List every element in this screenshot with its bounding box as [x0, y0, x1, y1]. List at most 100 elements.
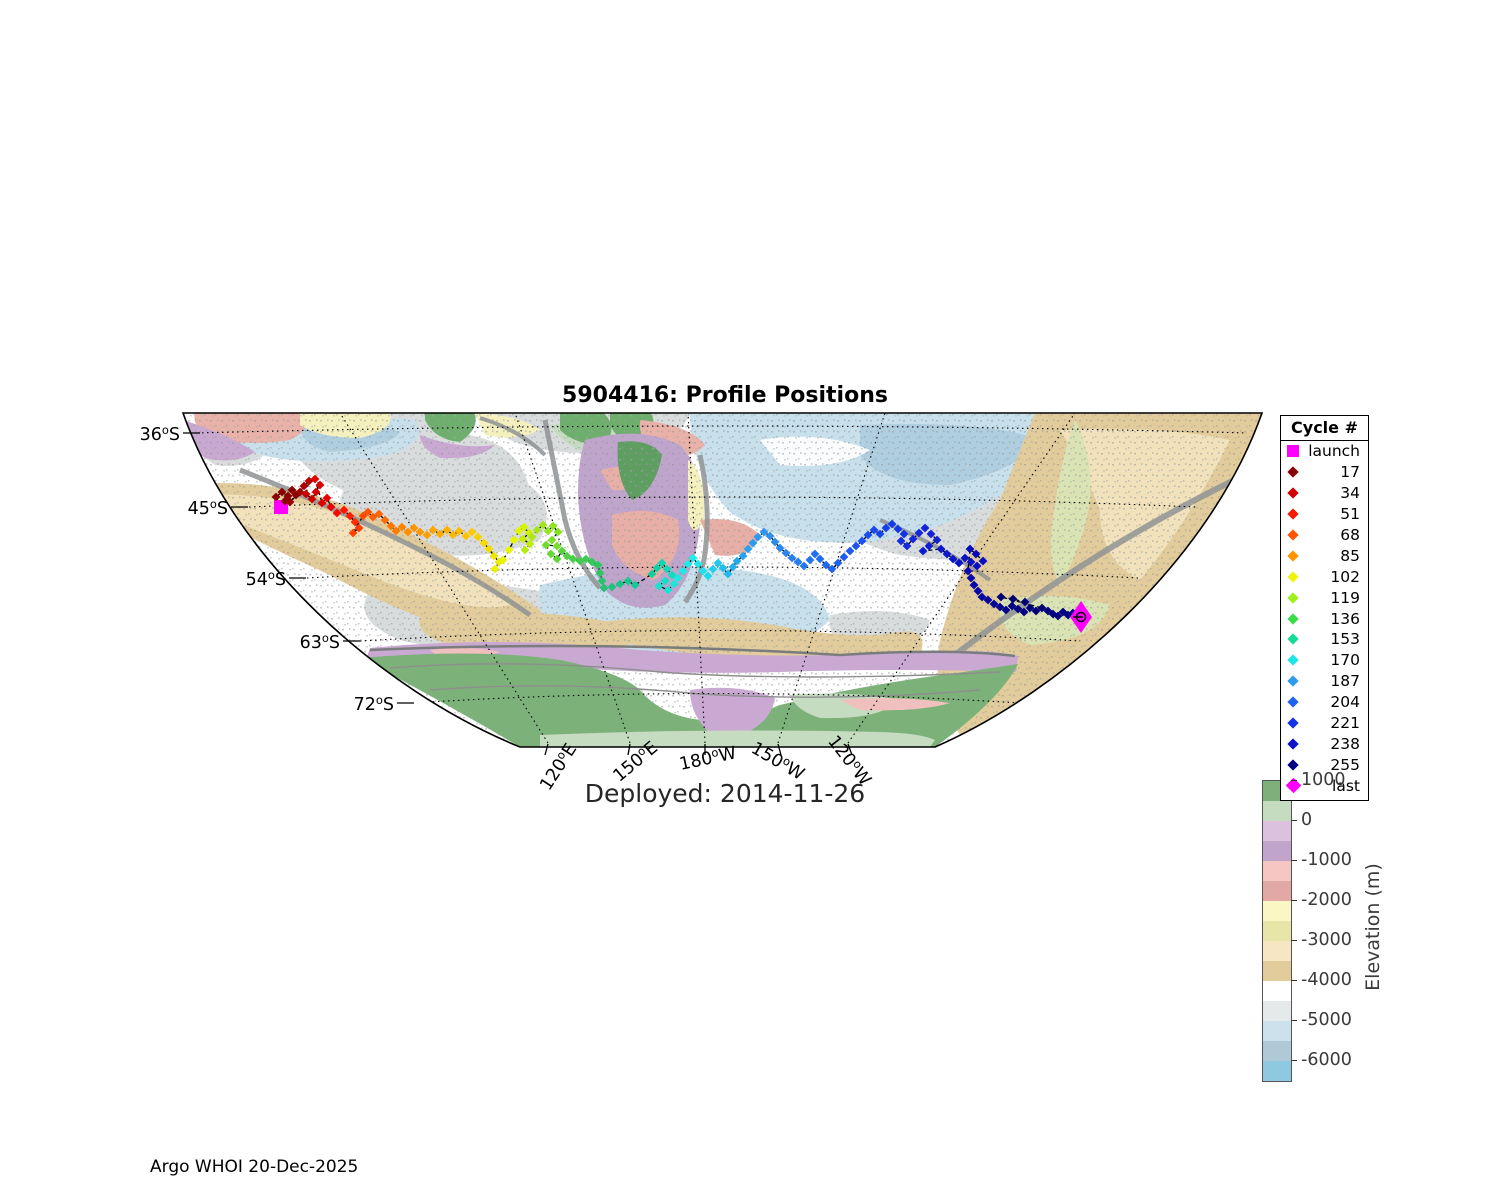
profile-marker: [442, 525, 452, 535]
profile-marker: [718, 563, 728, 573]
profile-marker: [498, 555, 508, 565]
legend-entry: 17: [1281, 462, 1368, 483]
profile-marker: [409, 523, 419, 533]
profile-marker: [663, 585, 673, 595]
profile-marker: [348, 528, 358, 538]
profile-marker: [926, 529, 936, 539]
profile-marker: [291, 490, 301, 500]
profile-marker: [473, 532, 483, 542]
colorbar-ticklabel: 0: [1301, 810, 1313, 830]
profile-marker: [546, 549, 556, 559]
legend-entry: 34: [1281, 483, 1368, 504]
profile-marker: [532, 525, 542, 535]
profile-marker: [693, 559, 703, 569]
legend-label: 34: [1340, 484, 1360, 503]
profile-marker: [519, 522, 529, 532]
profile-marker: [899, 529, 909, 539]
colorbar-ticklabel: 1000: [1301, 770, 1346, 790]
profile-marker: [960, 553, 970, 563]
profile-marker: [315, 480, 325, 490]
legend-title: Cycle #: [1291, 418, 1358, 437]
colorbar-segment: [1263, 1021, 1291, 1041]
profile-marker: [738, 551, 748, 561]
legend-separator: [1281, 440, 1368, 441]
profile-marker: [280, 496, 290, 506]
colorbar-tickmark: [1291, 859, 1297, 861]
profile-marker: [660, 576, 670, 586]
profile-marker: [311, 487, 321, 497]
legend-label: 17: [1340, 463, 1360, 482]
profile-marker: [657, 558, 667, 568]
profile-marker: [765, 531, 775, 541]
legend-marker-51: [1287, 508, 1299, 520]
legend-entry: 255: [1281, 754, 1368, 775]
profile-marker: [317, 498, 327, 508]
profile-marker: [936, 544, 946, 554]
profile-marker: [277, 487, 287, 497]
colorbar-segment: [1263, 1061, 1291, 1081]
profile-marker: [595, 568, 605, 578]
profile-marker: [688, 553, 698, 563]
profile-marker: [581, 554, 591, 564]
profile-marker: [422, 530, 432, 540]
profile-marker: [893, 524, 903, 534]
profile-marker: [954, 558, 964, 568]
profile-marker: [1001, 605, 1011, 615]
profile-marker: [547, 535, 557, 545]
map-bathymetry: [183, 413, 1262, 747]
profile-marker: [350, 517, 360, 527]
colorbar-tickmark: [1291, 899, 1297, 901]
figure-title: 5904416: Profile Positions: [562, 383, 888, 408]
profile-marker: [914, 528, 924, 538]
profile-marker: [963, 566, 973, 576]
profile-marker: [295, 487, 305, 497]
profile-marker: [996, 592, 1006, 602]
legend-marker-204: [1287, 696, 1299, 708]
profile-marker: [652, 563, 662, 573]
profile-marker: [354, 523, 364, 533]
profile-marker: [593, 560, 603, 570]
colorbar-segment: [1263, 801, 1291, 821]
profile-marker: [415, 527, 425, 537]
legend-marker-119: [1287, 592, 1299, 604]
profile-marker: [723, 569, 733, 579]
profile-marker: [461, 531, 471, 541]
profile-marker: [479, 538, 489, 548]
legend-marker-153: [1287, 633, 1299, 646]
profile-marker: [703, 571, 713, 581]
float-trajectory: [271, 474, 1092, 633]
profile-marker: [942, 549, 952, 559]
profile-marker: [748, 538, 758, 548]
profile-marker: [971, 549, 981, 559]
profile-marker: [775, 543, 785, 553]
legend-marker-221: [1287, 717, 1299, 729]
legend-entry: 85: [1281, 545, 1368, 566]
colorbar-segment: [1263, 941, 1291, 961]
colorbar-ticklabel: -1000: [1301, 850, 1352, 870]
profile-marker: [708, 564, 718, 574]
profile-marker: [1019, 607, 1029, 617]
axis-ticks: [183, 432, 853, 756]
profile-marker: [448, 530, 458, 540]
profile-marker: [1008, 594, 1018, 604]
profile-marker: [673, 573, 683, 583]
profile-marker: [983, 595, 993, 605]
profile-marker: [358, 511, 368, 521]
profile-marker: [875, 529, 885, 539]
colorbar-segment: [1263, 821, 1291, 841]
profile-marker: [630, 580, 640, 590]
legend-marker-85: [1287, 550, 1299, 562]
profile-marker: [977, 592, 987, 602]
legend-entry: 51: [1281, 504, 1368, 525]
profile-marker: [363, 507, 373, 517]
profile-marker: [435, 529, 445, 539]
profile-marker: [827, 564, 837, 574]
profile-marker: [1053, 611, 1063, 621]
profile-marker: [287, 485, 297, 495]
profile-marker: [391, 526, 401, 536]
profile-marker: [553, 527, 563, 537]
legend-marker-238: [1287, 738, 1299, 750]
footer-attribution: Argo WHOI 20-Dec-2025: [150, 1157, 359, 1177]
colorbar-tickmark: [1291, 779, 1297, 781]
